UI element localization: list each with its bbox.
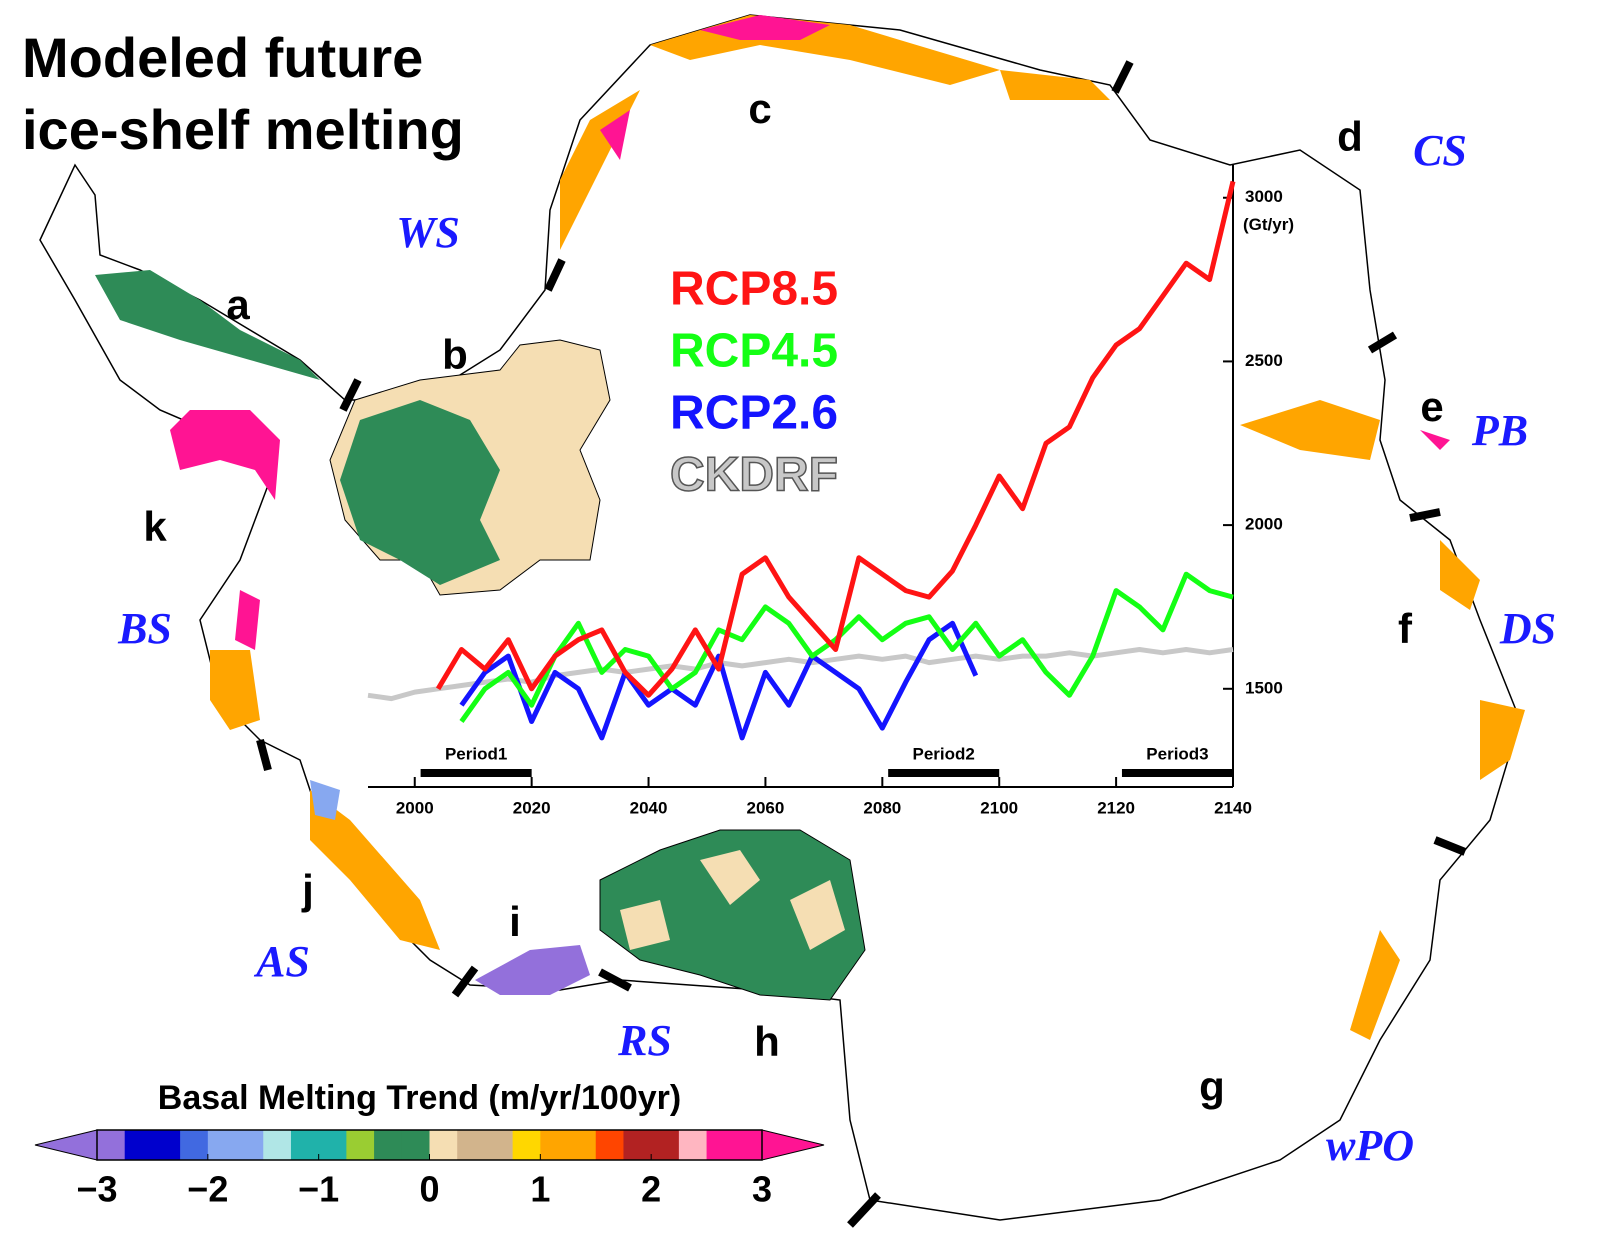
colorbar-swatch [208, 1130, 236, 1160]
colorbar-swatch [513, 1130, 541, 1160]
colorbar-under [35, 1130, 97, 1160]
x-tick-label: 2020 [513, 798, 551, 817]
period-label: Period2 [913, 744, 975, 763]
colorbar-over [762, 1130, 824, 1160]
title: ice-shelf melting [22, 98, 464, 161]
sea-label: BS [117, 604, 172, 653]
legend-entry: RCP4.5 [670, 325, 838, 378]
colorbar-tick-label: −2 [187, 1169, 228, 1210]
y-tick-label: 3000 [1245, 187, 1283, 206]
period-bar [1122, 769, 1233, 777]
region-label: k [143, 503, 167, 550]
x-tick-label: 2000 [396, 798, 434, 817]
y-tick-label: 1500 [1245, 678, 1283, 697]
colorbar-swatch [568, 1130, 596, 1160]
sea-label: CS [1413, 126, 1467, 175]
sea-label: RS [617, 1016, 672, 1065]
colorbar-swatch [734, 1130, 762, 1160]
colorbar-swatch [291, 1130, 319, 1160]
region-label: h [754, 1018, 780, 1065]
region-label: c [748, 85, 771, 132]
period-bar [421, 769, 532, 777]
x-tick-label: 2060 [747, 798, 785, 817]
region-label: a [226, 281, 250, 328]
colorbar-swatch [485, 1130, 513, 1160]
legend-entry: RCP8.5 [670, 263, 838, 316]
colorbar-tick-label: 0 [419, 1169, 439, 1210]
colorbar-title: Basal Melting Trend (m/yr/100yr) [158, 1079, 681, 1117]
colorbar-swatch [623, 1130, 651, 1160]
sea-label: AS [253, 937, 310, 986]
colorbar-swatch [402, 1130, 430, 1160]
colorbar-swatch [97, 1130, 125, 1160]
colorbar-swatch [679, 1130, 707, 1160]
region-label: d [1337, 113, 1363, 160]
y-axis-unit: (Gt/yr) [1243, 215, 1294, 234]
colorbar-swatch [152, 1130, 180, 1160]
x-tick-label: 2100 [980, 798, 1018, 817]
sea-label: PB [1471, 406, 1528, 455]
legend-entry: CKDRF [670, 449, 838, 502]
colorbar-swatch [457, 1130, 485, 1160]
colorbar-swatch [596, 1130, 624, 1160]
colorbar-swatch [263, 1130, 291, 1160]
figure: Modeled future ice-shelf melting a b c d e f g… [0, 0, 1603, 1249]
colorbar-tick-label: −3 [76, 1169, 117, 1210]
period-label: Period1 [445, 744, 507, 763]
period-label: Period3 [1146, 744, 1208, 763]
colorbar-swatch [651, 1130, 679, 1160]
colorbar-swatch [540, 1130, 568, 1160]
y-tick-label: 2000 [1245, 515, 1283, 534]
region-label: f [1398, 605, 1413, 652]
colorbar-tick-label: 1 [530, 1169, 550, 1210]
x-tick-label: 2040 [630, 798, 668, 817]
colorbar-swatch [319, 1130, 347, 1160]
colorbar-swatch [346, 1130, 374, 1160]
sea-label: WS [396, 208, 460, 257]
region-label: i [509, 898, 521, 945]
title: Modeled future [22, 26, 423, 89]
colorbar-tick-label: 2 [641, 1169, 661, 1210]
region-label: g [1199, 1063, 1225, 1110]
colorbar-tick-label: −1 [298, 1169, 339, 1210]
colorbar-swatch [180, 1130, 208, 1160]
region-label: e [1420, 383, 1443, 430]
colorbar-swatch [430, 1130, 458, 1160]
period-bar [888, 769, 999, 777]
y-tick-label: 2500 [1245, 351, 1283, 370]
colorbar-swatch [236, 1130, 264, 1160]
sea-label: wPO [1326, 1121, 1414, 1170]
colorbar-swatch [707, 1130, 735, 1160]
sea-label: DS [1499, 604, 1556, 653]
x-tick-label: 2140 [1214, 798, 1252, 817]
region-label: b [442, 331, 468, 378]
x-tick-label: 2080 [863, 798, 901, 817]
legend-entry: RCP2.6 [670, 387, 838, 440]
region-label: j [301, 866, 314, 913]
colorbar-swatch [374, 1130, 402, 1160]
colorbar: Basal Melting Trend (m/yr/100yr) −3 −2 −1 0 1… [35, 1079, 824, 1210]
x-tick-label: 2120 [1097, 798, 1135, 817]
colorbar-tick-label: 3 [752, 1169, 772, 1210]
colorbar-swatch [125, 1130, 153, 1160]
